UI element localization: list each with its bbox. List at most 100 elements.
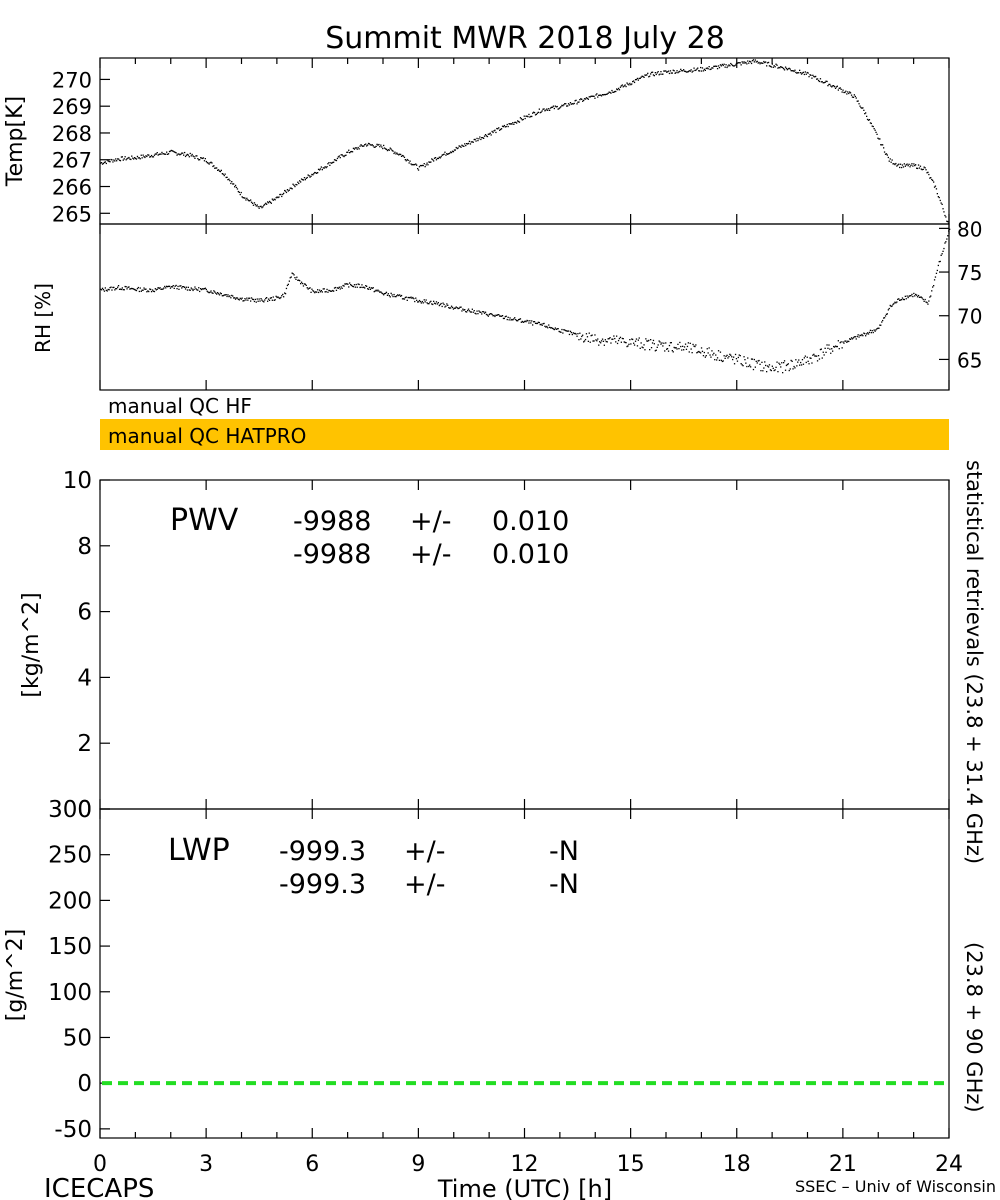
data-point xyxy=(800,364,803,366)
data-point xyxy=(418,166,421,168)
data-point xyxy=(172,285,174,287)
data-point xyxy=(260,298,262,300)
data-point xyxy=(372,145,374,147)
data-point xyxy=(813,75,815,78)
data-point xyxy=(799,69,801,71)
data-point xyxy=(233,297,235,299)
data-point xyxy=(668,344,671,347)
data-point xyxy=(121,287,123,289)
data-point xyxy=(367,288,370,290)
data-point xyxy=(524,320,526,322)
data-point xyxy=(536,112,539,114)
data-point xyxy=(117,158,120,160)
data-point xyxy=(811,362,813,364)
data-point xyxy=(846,341,848,343)
data-point xyxy=(326,288,328,291)
data-point xyxy=(215,167,217,169)
data-point xyxy=(413,298,415,300)
data-point xyxy=(249,200,251,202)
data-point xyxy=(434,157,437,159)
data-point xyxy=(738,62,740,64)
data-point xyxy=(917,294,920,297)
data-point xyxy=(530,322,532,324)
data-point xyxy=(612,338,614,340)
data-point xyxy=(819,348,822,351)
data-point xyxy=(353,284,356,286)
data-point xyxy=(584,98,587,100)
data-point xyxy=(417,301,419,303)
y-tick-label: 0 xyxy=(77,1071,92,1097)
lwp-value-red: -999.3 +/- -N xyxy=(279,869,579,900)
data-point xyxy=(692,70,694,72)
data-point xyxy=(311,173,313,176)
data-point xyxy=(490,313,492,315)
data-point xyxy=(129,158,131,160)
data-point xyxy=(167,285,170,287)
data-point xyxy=(848,92,850,95)
data-point xyxy=(559,107,561,109)
lwp-value: -999.3 xyxy=(279,836,366,867)
data-point xyxy=(746,365,748,368)
data-point xyxy=(183,154,185,156)
data-point xyxy=(443,303,445,306)
data-point xyxy=(518,121,521,123)
data-point xyxy=(877,137,879,139)
data-point xyxy=(242,197,244,199)
data-point xyxy=(671,350,673,352)
data-point xyxy=(750,62,753,65)
data-point xyxy=(614,337,616,340)
data-point xyxy=(360,286,362,288)
data-point xyxy=(776,64,778,66)
data-point xyxy=(235,297,238,299)
data-point xyxy=(707,352,709,354)
data-point xyxy=(642,347,644,349)
data-point xyxy=(691,352,693,354)
data-point xyxy=(562,105,564,107)
data-point xyxy=(626,345,628,348)
data-point xyxy=(277,196,279,199)
data-point xyxy=(862,107,864,109)
temp-frame xyxy=(99,57,950,225)
data-point xyxy=(255,301,257,303)
data-point xyxy=(933,186,936,188)
data-point xyxy=(245,299,247,301)
data-point xyxy=(468,140,471,142)
data-point xyxy=(149,156,151,158)
data-point xyxy=(385,291,388,293)
data-point xyxy=(887,156,889,159)
data-point xyxy=(892,163,894,165)
data-point xyxy=(777,67,779,69)
data-point xyxy=(600,340,603,342)
data-point xyxy=(596,340,598,342)
data-point xyxy=(878,327,880,329)
data-point xyxy=(817,79,820,82)
data-point xyxy=(863,332,865,334)
data-point xyxy=(379,291,381,293)
data-point xyxy=(647,340,649,342)
data-point xyxy=(648,76,650,78)
data-point xyxy=(213,165,215,167)
data-point xyxy=(120,288,123,291)
data-point xyxy=(263,301,265,303)
data-point xyxy=(883,151,886,153)
data-point xyxy=(909,166,911,168)
data-point xyxy=(813,353,815,355)
data-point xyxy=(287,190,289,192)
data-point xyxy=(491,313,493,316)
x-axis-label: Time (UTC) [h] xyxy=(437,1175,612,1200)
y-tick-label: 100 xyxy=(48,980,92,1006)
data-point xyxy=(286,284,289,287)
data-point xyxy=(741,61,743,63)
data-point xyxy=(855,97,857,99)
data-point xyxy=(786,69,788,71)
data-point xyxy=(124,156,126,158)
data-point xyxy=(600,342,602,344)
data-point xyxy=(461,144,463,146)
data-point xyxy=(522,321,524,323)
data-point xyxy=(238,299,240,301)
data-point xyxy=(718,359,721,361)
data-point xyxy=(815,75,817,78)
data-point xyxy=(105,162,107,165)
data-point xyxy=(236,188,239,190)
data-point xyxy=(794,367,796,369)
